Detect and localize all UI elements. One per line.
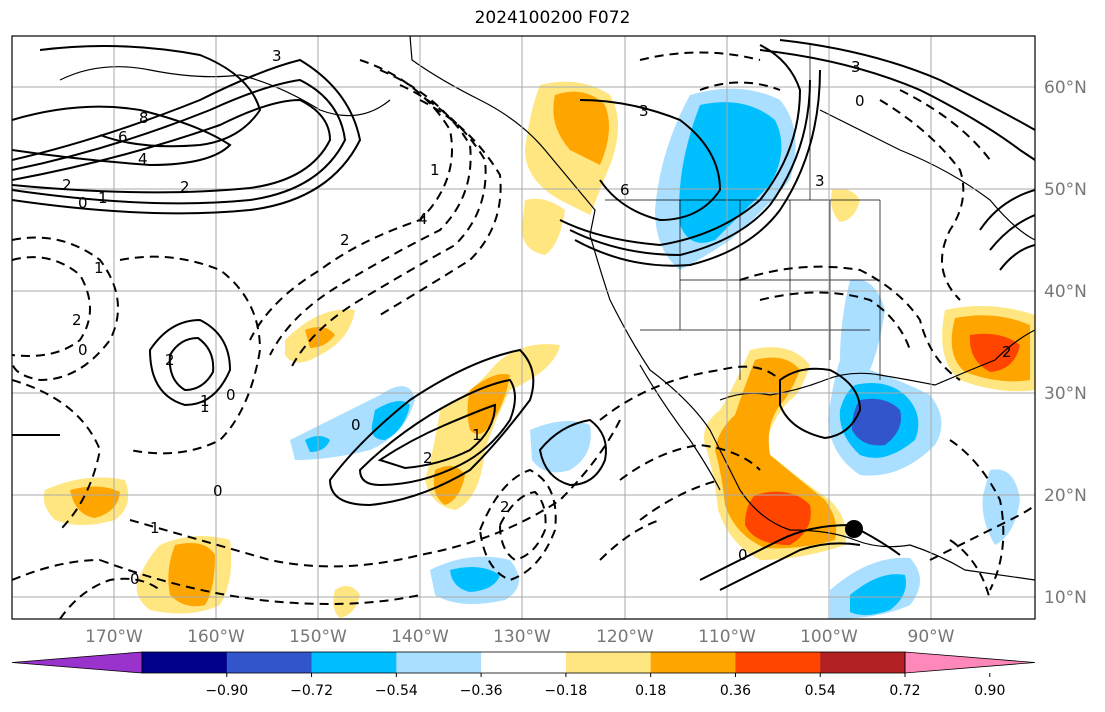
- contour-label: 2: [1002, 343, 1012, 361]
- contour-label: 2: [340, 231, 350, 249]
- contour-label: 1: [200, 398, 210, 416]
- contour-label: 1: [150, 519, 160, 537]
- lon-tick-label: 150°W: [289, 627, 347, 647]
- gridlines: [12, 36, 1035, 619]
- lon-tick-label: 170°W: [85, 627, 143, 647]
- anomaly-positive: [333, 586, 360, 618]
- contour-label: 4: [418, 210, 428, 228]
- contour-label: 0: [78, 194, 88, 212]
- contour-label: 8: [139, 109, 149, 127]
- colorbar-tick-label: 0.36: [720, 683, 751, 699]
- anomaly-positive: [745, 491, 811, 545]
- colorbar-segment: [820, 652, 906, 673]
- borders: [605, 45, 881, 380]
- contour-label: 0: [738, 546, 748, 564]
- colorbar-tick-label: −0.18: [544, 683, 587, 699]
- colorbar-tick-label: 0.18: [635, 683, 666, 699]
- anomaly-positive: [305, 326, 335, 348]
- contour-label: 1: [94, 259, 104, 277]
- colorbar-extend-min: [11, 651, 143, 674]
- lon-tick-label: 110°W: [698, 627, 756, 647]
- contour-label: 0: [130, 570, 140, 588]
- lat-tick-label: 40°N: [1044, 282, 1087, 302]
- anomaly-negative: [982, 469, 1020, 545]
- colorbar-tick-label: 0.54: [805, 683, 836, 699]
- map-title: 2024100200 F072: [474, 8, 631, 28]
- lon-tick-label: 160°W: [187, 627, 245, 647]
- contour-label: 2: [165, 351, 175, 369]
- contour-label: 3: [639, 102, 649, 120]
- contour-label: 1: [430, 161, 440, 179]
- colorbar-extend-max: [904, 651, 1036, 674]
- plot-frame: [11, 35, 1036, 620]
- contour-label: 0: [351, 416, 361, 434]
- anomaly-positive: [70, 486, 120, 518]
- lon-tick-label: 100°W: [800, 627, 858, 647]
- anomaly-negative: [850, 574, 906, 616]
- colorbar-segment: [226, 652, 313, 673]
- contour-label: 3: [272, 47, 282, 65]
- lon-tick-label: 120°W: [596, 627, 654, 647]
- lat-tick-label: 60°N: [1044, 78, 1087, 98]
- contour-label: 2: [423, 449, 433, 467]
- colorbar-segment: [311, 652, 397, 673]
- contour-label: 6: [118, 128, 128, 146]
- colorbar-segment: [396, 652, 482, 673]
- anomaly-negative: [852, 398, 901, 446]
- contour-label: 1: [472, 426, 482, 444]
- colorbar-segment: [481, 652, 567, 673]
- lat-tick-label: 10°N: [1044, 588, 1087, 608]
- contour-label: 2: [72, 311, 82, 329]
- anomaly-negative: [530, 421, 591, 473]
- colorbar-tick-label: 0.90: [974, 683, 1005, 699]
- contour-label: 6: [620, 181, 630, 199]
- contour-label: 0: [213, 482, 223, 500]
- contour-label: 4: [138, 150, 148, 168]
- lat-tick-label: 20°N: [1044, 486, 1087, 506]
- contours-solid: [12, 39, 1035, 591]
- colorbar-segment: [565, 652, 652, 673]
- contour-label: 3: [851, 58, 861, 76]
- contour-label: 0: [78, 341, 88, 359]
- contour-label: 0: [226, 386, 236, 404]
- contour-label: 3: [815, 172, 825, 190]
- lon-tick-label: 90°W: [908, 627, 955, 647]
- location-marker: [845, 520, 863, 538]
- contour-label: 2: [180, 178, 190, 196]
- colorbar-tick-label: −0.36: [460, 683, 503, 699]
- colorbar-segment: [735, 652, 821, 673]
- contour-label: 2: [500, 498, 510, 516]
- contour-label: 1: [200, 392, 210, 410]
- colorbar-segment: [650, 652, 736, 673]
- colorbar-frame: [141, 651, 906, 674]
- contour-label: 0: [855, 92, 865, 110]
- contour-labels: 8 6 4 2 1 0 3 1 2 2 1 0 2 3 6 3 0 2 4 3 …: [62, 47, 1012, 588]
- anomaly-positive: [425, 344, 560, 510]
- lon-tick-label: 140°W: [391, 627, 449, 647]
- anomaly-positive: [969, 333, 1020, 372]
- anomaly-positive: [715, 357, 837, 549]
- lat-tick-label: 50°N: [1044, 180, 1087, 200]
- lat-axis-labels: 60°N 50°N 40°N 30°N 20°N 10°N: [1044, 78, 1087, 608]
- contour-label: 2: [62, 176, 72, 194]
- colorbar-tick-label: −0.54: [375, 683, 418, 699]
- anomaly-positive: [553, 91, 609, 165]
- anomaly-negative: [450, 566, 500, 592]
- anomaly-positive: [831, 188, 860, 222]
- contours-dashed: [12, 51, 1035, 619]
- colorbar-tick-label: −0.72: [290, 683, 333, 699]
- colorbar: −0.90 −0.72 −0.54 −0.36 −0.18 0.18 0.36 0.54 0.7…: [11, 651, 1036, 699]
- contour-label: 1: [98, 189, 108, 207]
- lon-tick-label: 130°W: [493, 627, 551, 647]
- lon-axis-labels: 170°W 160°W 150°W 140°W 130°W 120°W 110°…: [85, 627, 955, 647]
- colorbar-tick-label: 0.72: [889, 683, 920, 699]
- colorbar-tick-label: −0.90: [205, 683, 248, 699]
- anomaly-negative: [371, 401, 410, 440]
- colorbar-segment: [142, 652, 228, 673]
- lat-tick-label: 30°N: [1044, 384, 1087, 404]
- anomaly-positive: [521, 198, 565, 255]
